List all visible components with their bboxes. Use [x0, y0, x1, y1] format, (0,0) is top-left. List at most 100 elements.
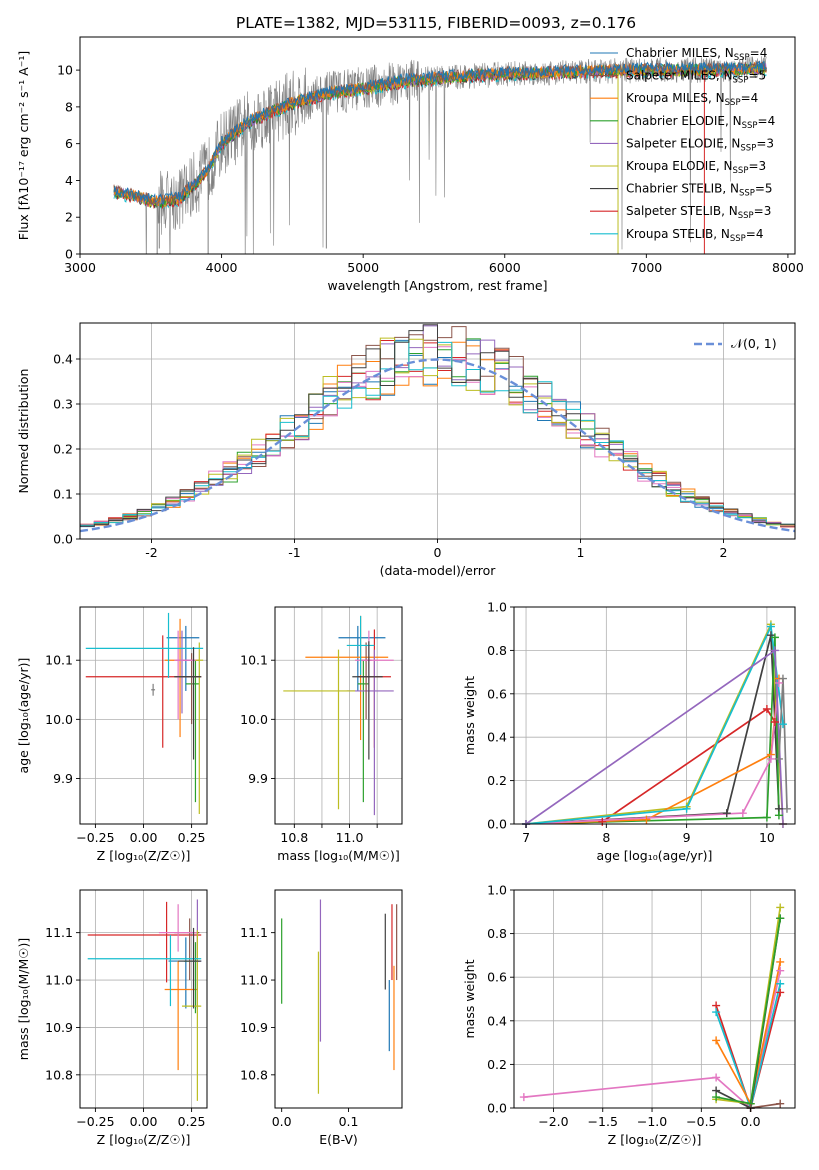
chart-age-vs-Z: −0.25 0.00 0.25 9.9 10.0 10.1 Z [log₁₀(Z/Z☉)] a… [16, 606, 208, 863]
x-axis-label: Z [log₁₀(Z/Z☉)] [608, 1132, 702, 1147]
y-tick-label: 10.8 [45, 1067, 73, 1082]
plot-area [525, 623, 788, 824]
y-tick-label: 10.9 [45, 1020, 73, 1035]
y-tick-label: 11.0 [240, 973, 268, 988]
data-point-marker [766, 754, 775, 763]
x-tick-label: 0.00 [130, 830, 158, 845]
x-tick-label: −2.0 [538, 1114, 568, 1129]
series-line [525, 634, 780, 824]
y-axis-label: mass [log₁₀(M/M☉)] [16, 938, 31, 1060]
y-tick-label: 0.0 [487, 817, 507, 832]
series-line [750, 1102, 781, 1108]
data-point-marker [782, 804, 791, 813]
data-point-marker [776, 979, 785, 988]
y-tick-label: 0.2 [487, 773, 507, 788]
y-tick-label: 2 [65, 210, 73, 225]
series-line [525, 678, 780, 824]
x-tick-label: 1 [577, 545, 585, 560]
legend-entry: Chabrier ELODIE, NSSP=4 [626, 114, 775, 131]
histogram-step [80, 341, 795, 527]
legend-entry: Salpeter MILES, NSSP=5 [626, 69, 766, 86]
legend-entry: 𝒩(0, 1) [731, 336, 777, 351]
model-line [113, 61, 767, 209]
x-tick-label: 8 [602, 830, 610, 845]
spectrum-data-line [113, 56, 767, 254]
y-axis-label: Flux [fλ10⁻¹⁷ erg cm⁻² s⁻¹ A⁻¹] [16, 51, 31, 240]
x-tick-label: -2 [145, 545, 157, 560]
y-axis-label: age [log₁₀(age/yr)] [16, 658, 31, 774]
plot-area [113, 56, 767, 254]
x-tick-label: 4000 [206, 260, 238, 275]
axes-frame [79, 36, 796, 255]
y-tick-label: 0.0 [487, 1101, 507, 1116]
y-tick-label: 6 [65, 136, 73, 151]
y-tick-label: 10.1 [240, 653, 268, 668]
data-point-marker [776, 966, 785, 975]
series-line [525, 623, 784, 824]
x-tick-label: 7000 [630, 260, 662, 275]
plot-area [87, 899, 202, 1101]
y-tick-label: 0.6 [487, 686, 507, 701]
data-point-marker [776, 1099, 785, 1108]
data-point-marker [642, 815, 651, 824]
y-tick-label: 0 [65, 247, 73, 262]
x-tick-label: 10.8 [280, 830, 308, 845]
data-point-marker [766, 631, 775, 640]
x-tick-label: 0.25 [178, 1114, 206, 1129]
x-tick-label: 11.0 [336, 830, 364, 845]
axes-frame [513, 889, 796, 1109]
y-tick-label: 10.0 [240, 712, 268, 727]
x-axis-label: Z [log₁₀(Z/Z☉)] [97, 848, 191, 863]
y-tick-label: 0.8 [487, 926, 507, 941]
x-tick-label: 8000 [772, 260, 804, 275]
y-tick-label: 9.9 [53, 771, 73, 786]
x-tick-label: −0.25 [76, 1114, 114, 1129]
y-tick-label: 9.9 [248, 771, 268, 786]
chart-mass-weight-vs-age: 7 8 9 10 0.0 0.2 0.4 0.6 0.8 1.0 age [log₁₀(age/yr… [462, 600, 796, 863]
x-tick-label: 7 [522, 830, 530, 845]
x-tick-label: −0.25 [76, 830, 114, 845]
y-tick-label: 1.0 [487, 600, 507, 615]
chart-mass-vs-EBV: 0.0 0.1 10.8 10.9 11.0 11.1 E(B-V) [240, 889, 403, 1147]
data-point-marker [519, 1093, 528, 1102]
axes-frame [513, 606, 796, 825]
y-axis-label: Normed distribution [16, 369, 31, 494]
x-tick-label: 9 [683, 830, 691, 845]
y-tick-label: 10.9 [240, 1020, 268, 1035]
x-axis-label: Z [log₁₀(Z/Z☉)] [97, 1132, 191, 1147]
data-point-marker [712, 1093, 721, 1102]
x-tick-label: −1.0 [637, 1114, 667, 1129]
data-point-marker [762, 813, 771, 822]
data-point-marker [712, 1073, 721, 1082]
x-tick-label: 6000 [489, 260, 521, 275]
y-tick-label: 8 [65, 99, 73, 114]
data-point-marker [776, 957, 785, 966]
legend-entry: Kroupa MILES, NSSP=4 [626, 91, 758, 108]
legend-entry: Salpeter STELIB, NSSP=3 [626, 204, 771, 221]
plot-area [283, 615, 394, 816]
model-line [113, 60, 767, 207]
x-tick-label: 2 [720, 545, 728, 560]
figure-title: PLATE=1382, MJD=53115, FIBERID=0093, z=0… [236, 14, 636, 32]
x-tick-label: 0.00 [130, 1114, 158, 1129]
x-tick-label: 3000 [64, 260, 96, 275]
y-tick-label: 1.0 [487, 883, 507, 898]
chart-age-vs-mass: 10.8 11.0 9.9 10.0 10.1 mass [log₁₀(M/M☉)] [240, 606, 403, 863]
histogram-step [80, 326, 795, 529]
y-axis-label: mass weight [462, 959, 477, 1038]
x-tick-label: −1.5 [588, 1114, 618, 1129]
y-tick-label: 0.2 [487, 1057, 507, 1072]
y-tick-label: 11.1 [240, 925, 268, 940]
x-axis-label: mass [log₁₀(M/M☉)] [277, 848, 399, 863]
y-tick-label: 0.4 [487, 730, 507, 745]
x-tick-label: 0.0 [272, 1114, 292, 1129]
x-tick-label: 0.0 [741, 1114, 761, 1129]
data-point-marker [762, 704, 771, 713]
x-tick-label: -1 [288, 545, 300, 560]
data-point-marker [778, 720, 787, 729]
series-line [715, 983, 782, 1108]
y-tick-label: 0.0 [53, 532, 73, 547]
data-point-marker [774, 754, 783, 763]
data-point-marker [770, 646, 779, 655]
